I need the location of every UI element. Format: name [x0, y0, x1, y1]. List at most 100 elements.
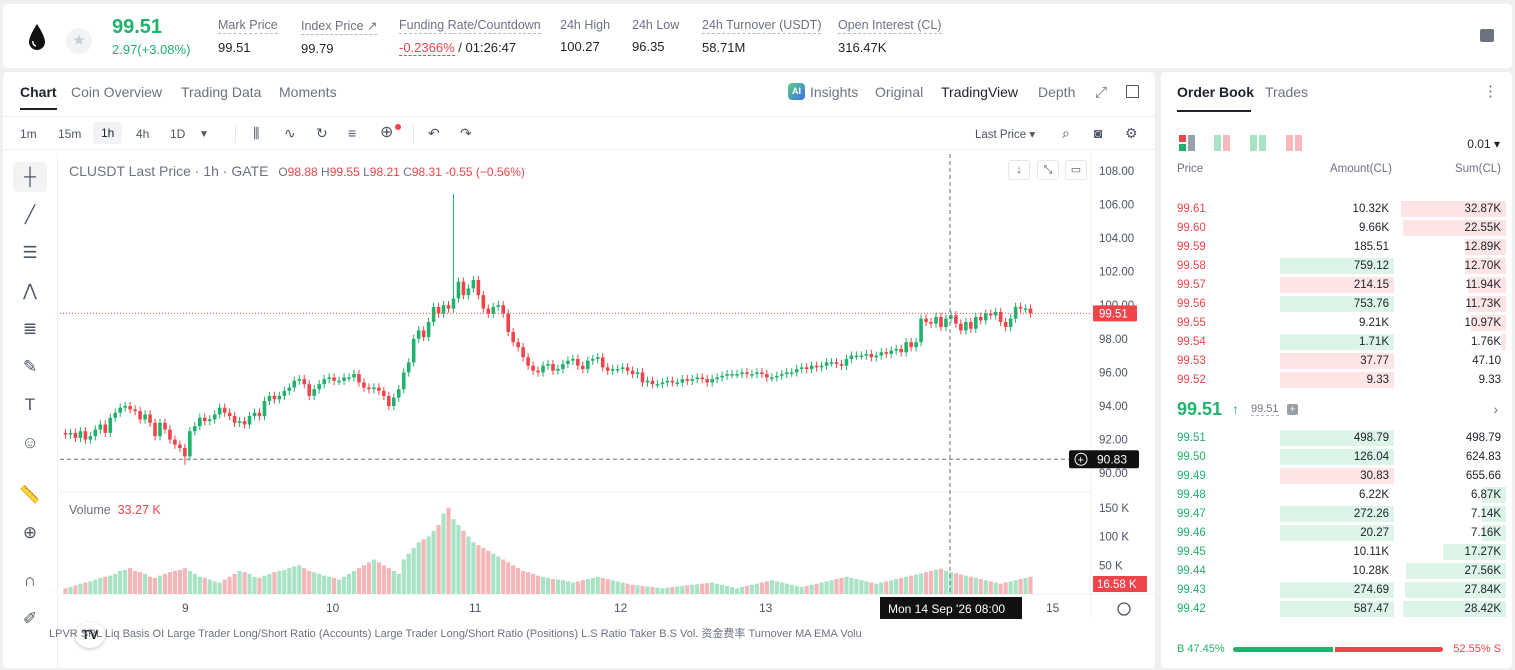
- buy-sell-ratio-bar: [1233, 647, 1443, 652]
- row-price: 99.42: [1177, 603, 1206, 615]
- bid-row[interactable]: 99.43 274.69 27.84K: [1161, 581, 1512, 600]
- candle-type-icon[interactable]: ⫼: [253, 125, 260, 141]
- price-type-select[interactable]: Last Price ▾: [975, 129, 1036, 141]
- mark-price[interactable]: 99.51: [1251, 403, 1279, 416]
- indicator-bar[interactable]: LPVR SRL Liq Basis OI Large Trader Long/…: [49, 628, 862, 640]
- stat-label: 24h High: [560, 18, 611, 32]
- stat-label[interactable]: Index Price ↗: [301, 19, 378, 35]
- favorite-star-icon[interactable]: ★: [66, 28, 92, 54]
- bid-row[interactable]: 99.45 10.11K 17.27K: [1161, 543, 1512, 562]
- bid-row[interactable]: 99.44 10.28K 27.56K: [1161, 562, 1512, 581]
- bid-row[interactable]: 99.51 498.79 498.79: [1161, 429, 1512, 448]
- timeframe-15m[interactable]: 15m: [58, 127, 82, 141]
- fullscreen-icon[interactable]: ▭: [1065, 160, 1087, 180]
- ask-row[interactable]: 99.58 759.12 12.70K: [1161, 257, 1512, 276]
- tab-order-book[interactable]: Order Book: [1177, 84, 1255, 100]
- pattern-icon[interactable]: ⋀: [23, 281, 37, 300]
- bid-row[interactable]: 99.42 587.47 28.42K: [1161, 600, 1512, 619]
- layout-bids-icon[interactable]: [1250, 135, 1266, 156]
- crosshair-add-icon: [1074, 452, 1088, 466]
- timeframe-4h[interactable]: 4h: [136, 127, 150, 141]
- bid-row[interactable]: 99.50 126.04 624.83: [1161, 448, 1512, 467]
- stat-label[interactable]: Mark Price: [218, 18, 278, 34]
- more-menu-icon[interactable]: ⋮: [1483, 83, 1498, 100]
- redo-icon[interactable]: ↷: [460, 125, 472, 141]
- view-tradingview[interactable]: TradingView: [941, 84, 1019, 100]
- chevron-right-icon[interactable]: ›: [1493, 401, 1498, 417]
- camera-icon[interactable]: ◙: [1094, 125, 1103, 141]
- ask-row[interactable]: 99.55 9.21K 10.97K: [1161, 314, 1512, 333]
- candle-body: [750, 374, 754, 376]
- undo-icon[interactable]: ↶: [428, 125, 440, 141]
- candle-body: [207, 419, 212, 422]
- search-icon[interactable]: ⌕: [1062, 125, 1070, 141]
- bid-row[interactable]: 99.49 30.83 655.66: [1161, 467, 1512, 486]
- horizontal-lines-icon[interactable]: ☰: [22, 243, 38, 262]
- candle-body: [586, 360, 590, 370]
- scroll-down-icon[interactable]: ↓: [1008, 160, 1030, 180]
- row-amount: 753.76: [1353, 298, 1389, 310]
- timeframe-1h[interactable]: 1h: [93, 122, 123, 144]
- ask-row[interactable]: 99.57 214.15 11.94K: [1161, 276, 1512, 295]
- trendline-icon[interactable]: ╱: [24, 205, 36, 224]
- volume-bar: [461, 530, 466, 594]
- magnet-icon[interactable]: ∩: [23, 571, 37, 590]
- contract-info-icon[interactable]: [1480, 29, 1494, 42]
- timeframe-1m[interactable]: 1m: [20, 127, 37, 141]
- volume-bar: [396, 573, 401, 594]
- tab-moments[interactable]: Moments: [279, 84, 337, 100]
- layout-split-icon[interactable]: [1214, 135, 1230, 156]
- view-original[interactable]: Original: [875, 84, 924, 100]
- layout-both-icon[interactable]: [1179, 135, 1195, 156]
- bid-row[interactable]: 99.47 272.26 7.14K: [1161, 505, 1512, 524]
- templates-icon[interactable]: ≡: [348, 125, 357, 141]
- crosshair-icon[interactable]: ┼: [13, 162, 47, 192]
- ask-row[interactable]: 99.56 753.76 11.73K: [1161, 295, 1512, 314]
- lock-drawings-icon[interactable]: ✐: [22, 609, 38, 628]
- candle-body: [476, 280, 481, 296]
- stat-label[interactable]: Open Interest (CL): [838, 18, 942, 34]
- ask-row[interactable]: 99.53 37.77 47.10: [1161, 352, 1512, 371]
- candle-body: [998, 311, 1003, 322]
- view-insights[interactable]: Insights: [810, 84, 859, 100]
- ask-row[interactable]: 99.60 9.66K 22.55K: [1161, 219, 1512, 238]
- collapse-icon[interactable]: ⤡: [1037, 160, 1059, 180]
- window-icon[interactable]: [1126, 85, 1139, 98]
- ask-row[interactable]: 99.59 185.51 12.89K: [1161, 238, 1512, 257]
- candlestick-chart[interactable]: 108.00106.00104.00102.00100.0098.0096.00…: [3, 72, 1155, 668]
- volume-bar: [799, 587, 804, 594]
- text-tool-icon[interactable]: T: [24, 395, 36, 414]
- ask-row[interactable]: 99.52 9.33 9.33: [1161, 371, 1512, 390]
- indicators-icon[interactable]: ∿: [284, 125, 296, 141]
- stat-label[interactable]: Funding Rate/Countdown: [399, 18, 541, 34]
- tab-coin-overview[interactable]: Coin Overview: [71, 84, 163, 100]
- view-depth[interactable]: Depth: [1038, 84, 1076, 100]
- row-price: 99.54: [1177, 336, 1206, 348]
- stat-label[interactable]: 24h Turnover (USDT): [702, 18, 822, 34]
- replay-icon[interactable]: ↻: [316, 125, 328, 141]
- tab-trading-data[interactable]: Trading Data: [181, 84, 262, 100]
- timeframe-1d[interactable]: 1D: [170, 127, 186, 141]
- precision-select[interactable]: 0.01 ▾: [1467, 137, 1500, 151]
- zoom-in-icon[interactable]: ⊕: [22, 523, 38, 542]
- candle-body: [650, 380, 655, 385]
- settings-gear-icon[interactable]: ⚙: [1125, 125, 1138, 141]
- fib-levels-icon[interactable]: ≣: [22, 319, 38, 338]
- volume-bar: [147, 576, 153, 594]
- bid-row[interactable]: 99.46 20.27 7.16K: [1161, 524, 1512, 543]
- candle-body: [416, 330, 421, 339]
- tab-chart[interactable]: Chart: [20, 84, 57, 110]
- tab-trades[interactable]: Trades: [1265, 84, 1309, 100]
- ruler-icon[interactable]: 📏: [19, 485, 41, 504]
- candle-body: [929, 322, 933, 324]
- ask-row[interactable]: 99.61 10.32K 32.87K: [1161, 200, 1512, 219]
- add-alert-icon[interactable]: ⊕: [380, 124, 394, 141]
- bid-row[interactable]: 99.48 6.22K 6.87K: [1161, 486, 1512, 505]
- candle-body: [665, 380, 670, 383]
- emoji-icon[interactable]: ☺: [21, 433, 39, 452]
- brush-icon[interactable]: ✎: [22, 357, 38, 376]
- expand-icon[interactable]: ⤢: [1095, 84, 1108, 101]
- ask-row[interactable]: 99.54 1.71K 1.76K: [1161, 333, 1512, 352]
- timeframe-dropdown-icon[interactable]: ▼: [199, 129, 209, 140]
- layout-asks-icon[interactable]: [1286, 135, 1302, 156]
